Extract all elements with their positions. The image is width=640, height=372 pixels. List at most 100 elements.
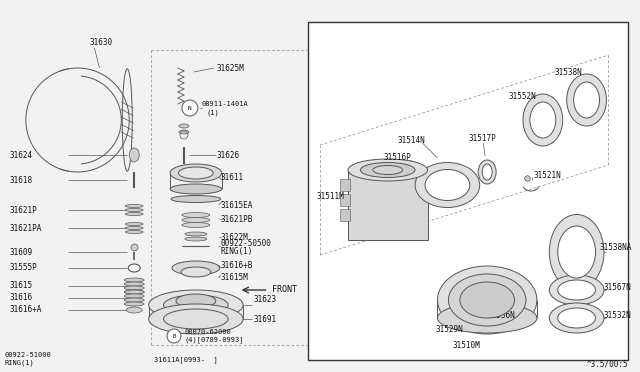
Text: 31536N: 31536N (487, 311, 515, 320)
Text: 31621PB: 31621PB (221, 215, 253, 224)
Ellipse shape (360, 163, 415, 177)
Ellipse shape (124, 282, 144, 286)
Text: 08070-62000: 08070-62000 (185, 329, 232, 335)
Ellipse shape (549, 303, 604, 333)
Text: 31510M: 31510M (452, 340, 480, 350)
Ellipse shape (185, 232, 207, 236)
Ellipse shape (523, 94, 563, 146)
Ellipse shape (566, 74, 607, 126)
Ellipse shape (425, 170, 470, 201)
Ellipse shape (148, 304, 243, 334)
Ellipse shape (124, 286, 144, 290)
Text: 31621P: 31621P (10, 205, 38, 215)
Ellipse shape (125, 227, 143, 230)
Text: 31615: 31615 (10, 282, 33, 291)
Ellipse shape (557, 226, 596, 278)
Text: 31611A[0993-  ]: 31611A[0993- ] (154, 357, 218, 363)
FancyBboxPatch shape (340, 209, 350, 221)
Ellipse shape (125, 208, 143, 212)
Ellipse shape (549, 275, 604, 305)
Ellipse shape (124, 290, 144, 294)
FancyBboxPatch shape (340, 179, 350, 191)
Ellipse shape (182, 212, 210, 218)
Text: 31630: 31630 (90, 38, 113, 46)
Text: 31611: 31611 (221, 173, 244, 182)
Ellipse shape (129, 148, 139, 162)
Text: 31625M: 31625M (217, 64, 244, 73)
Ellipse shape (182, 222, 210, 228)
Text: 31517P: 31517P (468, 134, 496, 142)
Ellipse shape (125, 222, 143, 225)
Ellipse shape (176, 294, 216, 308)
Text: 31618: 31618 (10, 176, 33, 185)
Text: 31521N: 31521N (534, 170, 562, 180)
Ellipse shape (415, 163, 480, 208)
Ellipse shape (185, 237, 207, 241)
Text: RING(1): RING(1) (221, 247, 253, 256)
Ellipse shape (170, 184, 221, 194)
Text: 31516P: 31516P (384, 153, 412, 161)
Text: B: B (172, 334, 175, 339)
Ellipse shape (148, 290, 243, 320)
Text: (1): (1) (207, 110, 220, 116)
Text: FRONT: FRONT (273, 285, 298, 295)
Ellipse shape (170, 164, 221, 182)
Ellipse shape (181, 267, 211, 277)
Text: 31615EA: 31615EA (221, 201, 253, 209)
FancyBboxPatch shape (308, 22, 628, 360)
Text: 31616+B: 31616+B (221, 260, 253, 269)
Ellipse shape (438, 303, 537, 333)
Ellipse shape (125, 205, 143, 208)
Ellipse shape (126, 307, 142, 313)
Text: 31615M: 31615M (221, 273, 248, 282)
Ellipse shape (124, 290, 144, 294)
Ellipse shape (557, 308, 596, 328)
Text: (4)[0789-0993]: (4)[0789-0993] (185, 337, 244, 343)
Ellipse shape (179, 124, 189, 128)
Text: 08911-1401A: 08911-1401A (202, 101, 248, 107)
Text: 31621PA: 31621PA (10, 224, 42, 232)
Ellipse shape (438, 266, 537, 334)
Ellipse shape (125, 231, 143, 234)
Text: 31511M: 31511M (316, 192, 344, 201)
Text: 00922-51000: 00922-51000 (5, 352, 52, 358)
Text: 31616: 31616 (10, 294, 33, 302)
Text: N: N (188, 106, 192, 110)
Ellipse shape (549, 215, 604, 289)
Text: 31609: 31609 (10, 247, 33, 257)
Text: 31532N: 31532N (604, 311, 631, 321)
Text: RING(1): RING(1) (5, 360, 35, 366)
Text: 31567N: 31567N (604, 282, 631, 292)
Ellipse shape (171, 196, 221, 202)
Text: 31624: 31624 (10, 151, 33, 160)
Text: 31552N: 31552N (508, 92, 536, 100)
Text: ^3.5/00:5: ^3.5/00:5 (587, 359, 628, 369)
Text: 31622M: 31622M (221, 232, 248, 241)
Text: 31623: 31623 (253, 295, 276, 304)
Ellipse shape (179, 167, 213, 179)
Ellipse shape (573, 82, 600, 118)
Text: 31538NA: 31538NA (600, 243, 632, 251)
Text: 31626: 31626 (217, 151, 240, 160)
Ellipse shape (460, 282, 515, 318)
Ellipse shape (124, 294, 144, 298)
Text: 00922-50500: 00922-50500 (221, 238, 271, 247)
Text: 31616+A: 31616+A (10, 305, 42, 314)
Ellipse shape (482, 164, 492, 180)
Circle shape (182, 100, 198, 116)
Ellipse shape (182, 218, 210, 222)
Ellipse shape (125, 212, 143, 215)
Text: 31529N: 31529N (435, 326, 463, 334)
Text: 31555P: 31555P (10, 263, 38, 273)
Circle shape (167, 329, 181, 343)
Ellipse shape (172, 261, 220, 275)
Ellipse shape (124, 278, 144, 282)
Ellipse shape (179, 130, 189, 134)
Ellipse shape (478, 160, 496, 184)
Ellipse shape (449, 274, 526, 326)
FancyBboxPatch shape (340, 194, 350, 206)
Text: 31538N: 31538N (555, 67, 582, 77)
Text: 31514N: 31514N (397, 135, 426, 144)
Ellipse shape (530, 102, 556, 138)
Ellipse shape (373, 166, 403, 174)
